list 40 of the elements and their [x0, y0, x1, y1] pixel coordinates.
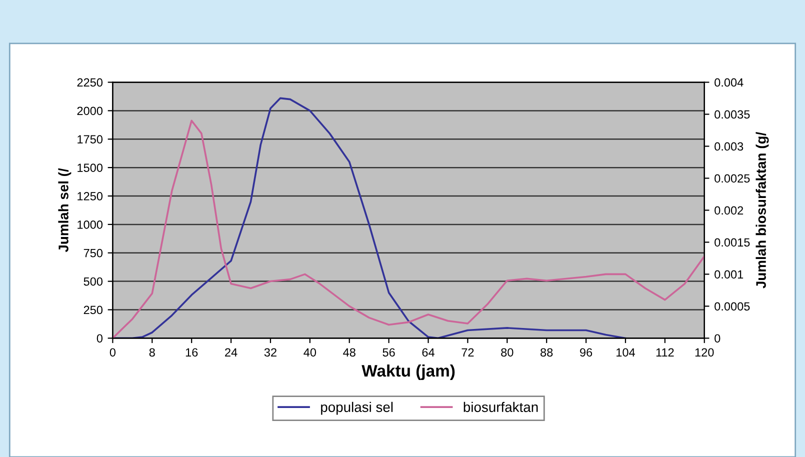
x-tick-label: 40: [304, 348, 316, 357]
y2-tick-label: 0.002: [714, 206, 744, 215]
y-axis-title: Jumlah sel (/: [58, 168, 72, 252]
y-tick-label: 0: [96, 334, 103, 343]
x-tick-label: 96: [580, 348, 592, 357]
y2-tick-label: 0.0015: [714, 238, 750, 247]
legend-label: biosurfaktan: [464, 402, 538, 412]
y-tick-label: 1750: [78, 135, 103, 144]
y2-tick-label: 0.0025: [714, 174, 750, 183]
x-tick-label: 72: [462, 348, 474, 356]
legend-label: populasi sel: [321, 402, 393, 415]
y-tick-label: 1250: [78, 192, 103, 200]
y-tick-label: 2250: [77, 78, 103, 87]
x-tick-label: 104: [616, 348, 635, 357]
x-tick-label: 48: [343, 348, 356, 357]
y-tick-label: 750: [84, 248, 103, 258]
x-tick-label: 24: [225, 348, 238, 356]
y2-tick-label: 0.003: [714, 142, 744, 151]
x-tick-label: 64: [422, 348, 434, 357]
y2-axis-title: Jumlah biosurfaktan (g/: [756, 132, 769, 288]
y2-tick-label: 0.0005: [714, 302, 750, 311]
x-tick-label: 16: [186, 348, 198, 357]
y-tick-label: 2000: [77, 106, 103, 116]
y2-tick-label: 0.0035: [714, 110, 750, 119]
x-tick-label: 88: [540, 348, 553, 357]
y-tick-label: 1000: [78, 220, 103, 229]
y-tick-label: 500: [84, 277, 103, 286]
y-tick-label: 1500: [78, 164, 103, 172]
x-tick-label: 8: [149, 348, 155, 357]
y2-tick-label: 0: [714, 334, 720, 343]
y-tick-label: 250: [84, 306, 103, 314]
x-tick-label: 56: [382, 348, 395, 357]
x-tick-label: 32: [264, 348, 276, 357]
x-tick-label: 112: [656, 348, 674, 356]
x-tick-label: 0: [110, 348, 116, 357]
y2-tick-label: 0.001: [714, 270, 744, 279]
x-axis-title: Waktu (jam): [362, 364, 455, 380]
y2-tick-label: 0.004: [714, 78, 744, 87]
x-tick-label: 80: [501, 348, 514, 357]
x-tick-label: 120: [695, 348, 714, 357]
